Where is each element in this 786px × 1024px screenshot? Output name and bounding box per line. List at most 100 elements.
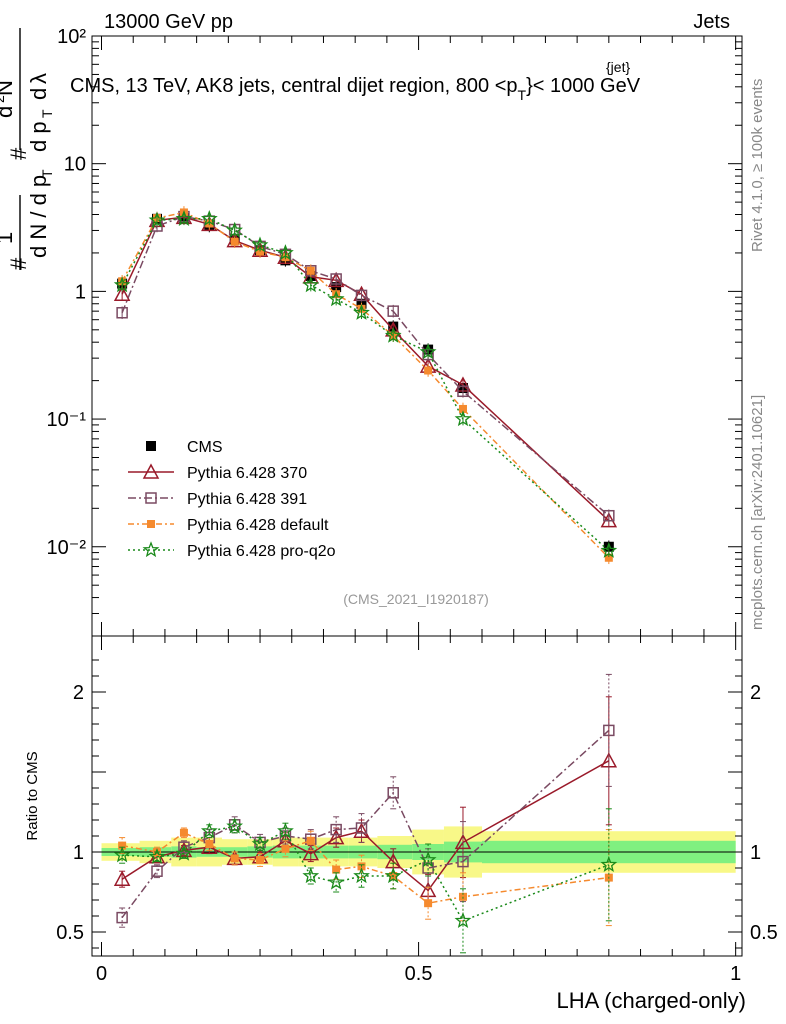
data-point-proq2o xyxy=(148,211,166,228)
legend-marker-default xyxy=(147,520,155,528)
data-point-proq2o xyxy=(113,276,131,293)
x-tick-label: 0 xyxy=(96,963,107,985)
y-tick-label: 10⁻¹ xyxy=(47,409,87,431)
ratio-point-default xyxy=(332,865,341,874)
legend: CMS Pythia 6.428 370 Pythia 6.428 391 Pythi… xyxy=(128,439,336,560)
ratio-point-proq2o xyxy=(419,851,437,868)
ratio-y-tick-label: 0.5 xyxy=(750,922,778,944)
data-point-proq2o xyxy=(419,343,437,360)
ratio-point-default xyxy=(179,828,188,837)
x-axis-label: LHA (charged-only) xyxy=(556,988,746,1013)
ratio-point-p391 xyxy=(603,724,615,737)
svg-text:N: N xyxy=(0,80,17,96)
svg-text:1: 1 xyxy=(0,232,17,244)
ratio-point-default xyxy=(306,836,315,845)
ratio-point-proq2o xyxy=(251,835,269,852)
svg-text:d p: d p xyxy=(26,121,51,152)
data-point-proq2o xyxy=(277,244,294,261)
ratio-point-proq2o xyxy=(200,822,218,839)
header-right: Jets xyxy=(693,11,730,33)
ratio-point-p391 xyxy=(330,823,342,836)
data-point-p391 xyxy=(330,273,342,285)
data-point-p370 xyxy=(113,285,131,301)
y-tick-label: 10² xyxy=(57,26,86,48)
y-tick-label: 10⁻² xyxy=(47,537,87,559)
legend-label-p370: Pythia 6.428 370 xyxy=(187,465,307,482)
ratio-point-proq2o xyxy=(148,848,166,864)
legend-label-default: Pythia 6.428 default xyxy=(187,517,329,534)
ratio-point-default xyxy=(424,899,433,908)
ratio-point-proq2o xyxy=(302,867,320,884)
data-point-default xyxy=(306,266,315,275)
ratio-point-default xyxy=(281,844,290,853)
data-point-cms xyxy=(331,282,342,293)
ratio-point-p370 xyxy=(327,829,345,845)
data-point-proq2o xyxy=(302,276,320,293)
ratio-point-proq2o xyxy=(226,817,244,834)
series-line-default xyxy=(121,211,610,559)
ratio-point-p391 xyxy=(387,787,399,799)
svg-text:#: # xyxy=(6,257,31,270)
ratio-point-proq2o xyxy=(277,822,294,839)
series-default xyxy=(118,206,613,565)
data-point-default xyxy=(230,237,239,246)
data-point-p391 xyxy=(355,289,368,302)
data-point-p391 xyxy=(116,307,128,319)
ratio-series-proq2o xyxy=(113,808,618,954)
ratio-point-proq2o xyxy=(384,867,402,884)
x-tick-label: 1 xyxy=(730,963,741,985)
ratio-y-tick-label: 1 xyxy=(73,842,84,864)
svg-text:d: d xyxy=(26,88,51,100)
main-panel: 10⁻² 10⁻¹ 1 10 10² xyxy=(47,26,743,637)
main-y-axis-label: # 1 d N / d p T # d 2 N d p T d λ xyxy=(0,28,55,270)
ratio-point-p370 xyxy=(454,833,472,850)
data-point-proq2o xyxy=(251,236,269,253)
ratio-series-p391 xyxy=(116,673,615,928)
header-left: 13000 GeV pp xyxy=(104,11,233,33)
data-point-p391 xyxy=(387,305,399,317)
data-point-proq2o xyxy=(175,209,193,226)
plot-title: CMS, 13 TeV, AK8 jets, central dijet reg… xyxy=(70,75,641,103)
ratio-point-p391 xyxy=(116,911,128,924)
data-point-proq2o xyxy=(454,410,472,427)
svg-text:λ: λ xyxy=(26,73,51,84)
data-point-p391 xyxy=(603,509,615,522)
ratio-point-proq2o xyxy=(454,911,472,928)
ratio-line-default xyxy=(121,831,609,904)
source-label: mcplots.cern.ch [arXiv:2401.10621] xyxy=(749,395,766,630)
x-tick-label: 0.5 xyxy=(405,963,433,985)
data-point-proq2o xyxy=(226,221,243,238)
ratio-point-proq2o xyxy=(327,873,345,890)
ratio-point-p391 xyxy=(178,841,190,853)
ratio-point-p391 xyxy=(151,865,163,877)
data-point-p391 xyxy=(457,385,469,398)
data-point-default xyxy=(604,553,613,562)
ratio-y-tick-label: 2 xyxy=(73,682,84,704)
ratio-point-default xyxy=(230,854,239,863)
data-point-default xyxy=(256,247,265,256)
data-point-proq2o xyxy=(384,326,402,343)
ratio-point-default xyxy=(118,841,127,850)
y-tick-label: 1 xyxy=(75,281,86,303)
ratio-y-tick-label: 2 xyxy=(750,682,761,704)
data-point-default xyxy=(458,404,467,413)
ratio-line-p391 xyxy=(121,729,610,919)
data-point-proq2o xyxy=(327,290,345,307)
data-point-default xyxy=(424,366,433,375)
ratio-point-default xyxy=(256,856,265,864)
series-proq2o xyxy=(113,209,618,558)
legend-marker-proq2o xyxy=(142,541,160,558)
ratio-panel: 0.5 0.5 1 1 2 2 0 0.5 1 xyxy=(56,635,778,985)
ratio-point-default xyxy=(205,840,214,848)
ratio-point-p370 xyxy=(113,870,131,886)
plot-title-sup: {jet} xyxy=(606,59,630,75)
series-line-p391 xyxy=(121,215,610,517)
rivet-label: Rivet 4.1.0, ≥ 100k events xyxy=(749,79,766,252)
ratio-series-p370 xyxy=(113,696,618,907)
ratio-point-proq2o xyxy=(600,855,618,872)
ratio-point-proq2o xyxy=(113,846,131,863)
data-point-proq2o xyxy=(600,542,618,558)
ratio-point-p391 xyxy=(355,822,368,834)
analysis-id: (CMS_2021_I1920187) xyxy=(343,591,489,607)
